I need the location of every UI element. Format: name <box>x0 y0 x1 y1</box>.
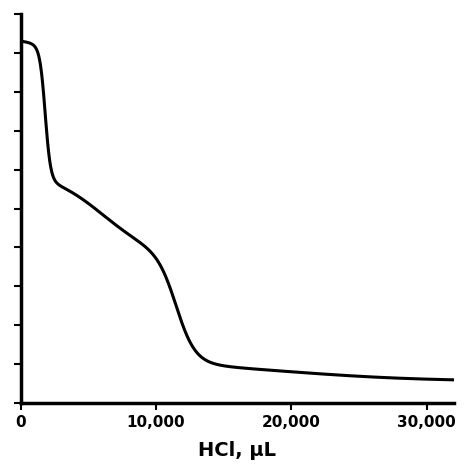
X-axis label: HCl, μL: HCl, μL <box>198 441 276 460</box>
